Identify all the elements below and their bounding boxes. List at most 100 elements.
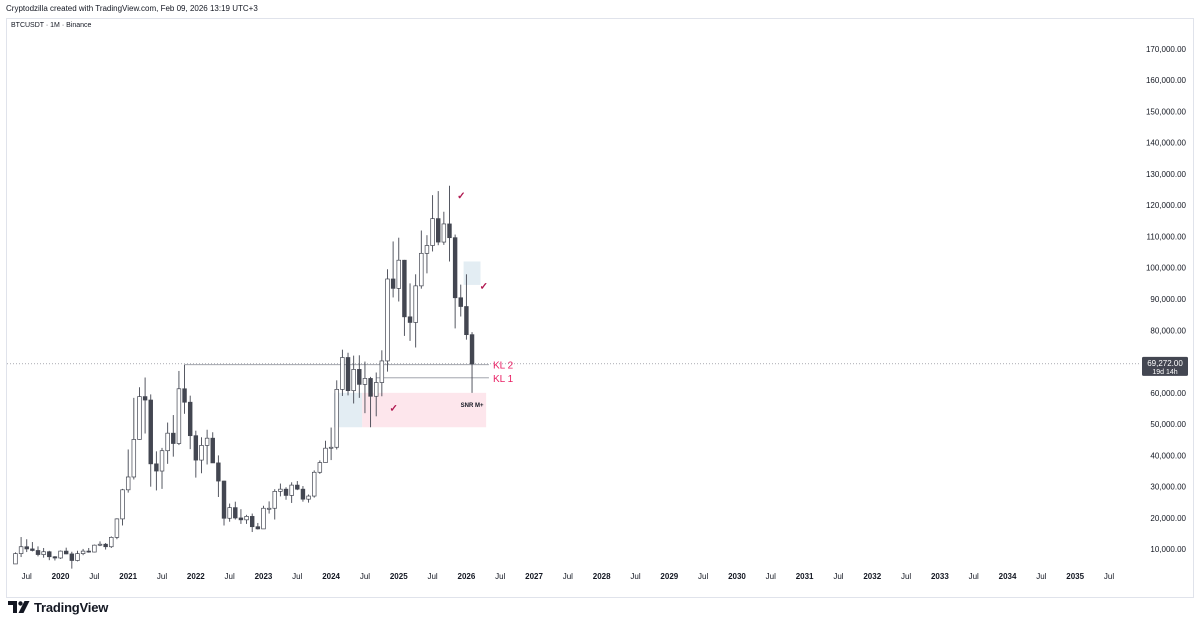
candle[interactable] [69,553,75,561]
candle[interactable] [419,252,424,287]
candle[interactable] [109,536,114,548]
candle[interactable] [221,480,227,519]
candle[interactable] [261,507,266,530]
check-mark: ✓ [457,191,465,202]
candle[interactable] [458,297,463,307]
candle[interactable] [58,550,63,559]
candle[interactable] [35,550,41,555]
candle[interactable] [295,484,300,490]
candle[interactable] [97,543,103,546]
candle[interactable] [334,389,339,448]
candle[interactable] [402,259,407,318]
candle[interactable] [137,396,142,440]
candle[interactable] [210,437,215,464]
time-tick-label: Jul [901,572,911,581]
time-tick-label: 2021 [119,572,137,581]
candle[interactable] [182,388,187,403]
candle[interactable] [249,516,255,528]
candle[interactable] [244,516,249,521]
candle[interactable] [351,369,356,391]
candle[interactable] [374,382,379,397]
candle[interactable] [114,518,120,538]
candle[interactable] [357,369,362,385]
candle[interactable] [52,556,58,559]
candle[interactable] [193,435,199,461]
candle[interactable] [30,548,35,551]
candle[interactable] [18,546,24,554]
snr-label: SNR M+ [461,403,484,409]
price-tick-label: 110,000.00 [1147,232,1187,241]
time-tick-label: 2030 [728,572,746,581]
candle[interactable] [233,507,238,519]
candle[interactable] [447,223,452,239]
candle[interactable] [75,553,80,561]
time-tick-label: 2034 [999,572,1017,581]
candle[interactable] [103,543,108,548]
candle[interactable] [238,517,244,521]
candle[interactable] [131,439,137,478]
candle[interactable] [289,484,294,496]
candle[interactable] [413,285,418,323]
candle[interactable] [328,446,334,449]
candle[interactable] [278,488,283,492]
candle[interactable] [24,546,29,550]
candle[interactable] [63,550,69,555]
candle[interactable] [379,360,385,383]
candle[interactable] [469,334,475,365]
candle[interactable] [464,306,469,336]
candle[interactable] [92,544,97,553]
candle[interactable] [165,432,170,452]
candle[interactable] [306,495,311,500]
candle[interactable] [390,278,396,289]
candle[interactable] [266,507,272,510]
price-tick-label: 40,000.00 [1150,451,1186,460]
candle[interactable] [441,223,447,243]
candle[interactable] [13,553,18,565]
candle[interactable] [452,237,458,299]
candle[interactable] [407,316,413,323]
candle[interactable] [204,437,210,446]
time-tick-label: 2024 [322,572,340,581]
candle[interactable] [227,507,232,519]
candle[interactable] [430,218,435,246]
candle[interactable] [120,489,125,520]
candle[interactable] [148,399,153,465]
candle[interactable] [80,550,86,554]
time-tick-label: Jul [225,572,235,581]
price-tick-label: 150,000.00 [1146,107,1187,116]
candle[interactable] [311,471,317,497]
candle[interactable] [171,432,176,444]
price-tick-label: 160,000.00 [1146,76,1187,85]
candle[interactable] [176,388,182,444]
candle[interactable] [187,401,193,437]
candle[interactable] [396,259,401,289]
candle[interactable] [345,357,351,391]
candle[interactable] [216,462,221,482]
candle[interactable] [300,488,306,500]
candle[interactable] [272,491,277,509]
candle[interactable] [323,447,328,463]
time-tick-label: 2020 [52,572,70,581]
candle[interactable] [154,463,159,472]
candle[interactable] [159,450,165,472]
candle[interactable] [340,357,345,390]
candle[interactable] [255,526,261,530]
price-tick-label: 60,000.00 [1150,389,1186,398]
candle[interactable] [41,551,46,555]
candle[interactable] [142,396,148,401]
candle[interactable] [86,550,91,553]
candle[interactable] [283,488,289,496]
candle[interactable] [368,378,373,397]
time-tick-label: Jul [292,572,302,581]
time-tick-label: 2029 [660,572,678,581]
candle[interactable] [317,462,323,473]
candle[interactable] [385,278,390,362]
time-tick-label: Jul [360,572,370,581]
candle[interactable] [125,476,131,491]
candle[interactable] [199,445,204,461]
candle[interactable] [362,378,368,385]
candle[interactable] [47,551,52,558]
candle[interactable] [436,218,441,243]
candle[interactable] [424,245,430,254]
